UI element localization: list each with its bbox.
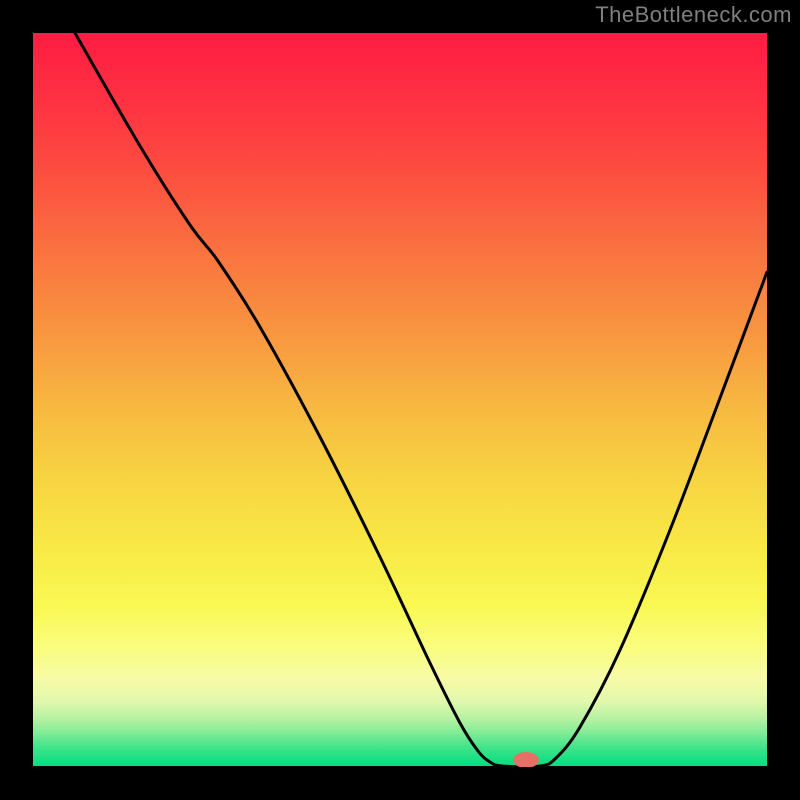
bottleneck-chart-svg [0, 0, 800, 800]
optimal-marker [513, 752, 539, 768]
gradient-background [33, 33, 767, 767]
chart-container: { "watermark": { "text": "TheBottleneck.… [0, 0, 800, 800]
plot-area [33, 33, 767, 768]
watermark-text: TheBottleneck.com [595, 2, 792, 28]
